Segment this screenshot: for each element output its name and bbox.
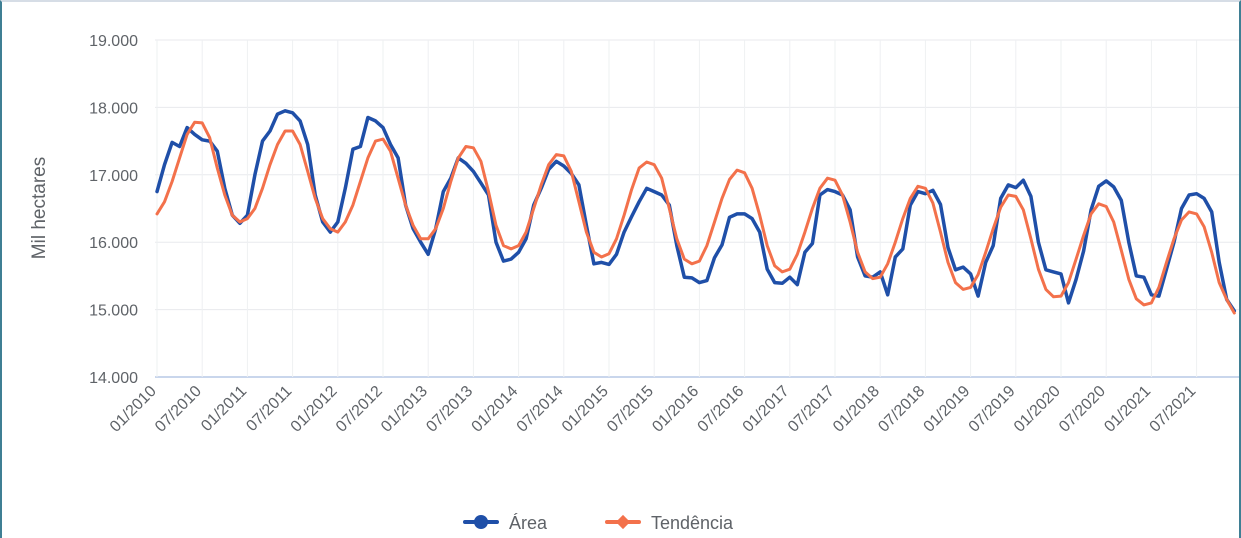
legend-circle-marker (474, 515, 488, 529)
grid (155, 39, 1239, 378)
x-tick-label: 01/2021 (1101, 383, 1154, 436)
x-tick-label: 07/2020 (1056, 383, 1109, 436)
x-tick-label: 01/2011 (198, 383, 250, 435)
y-tick-label: 16.000 (89, 235, 138, 252)
x-tick-labels: 01/201007/201001/201107/201101/201207/20… (107, 383, 1200, 436)
series-line-area (155, 109, 1237, 313)
x-tick-label: 07/2014 (514, 383, 567, 436)
legend-label: Área (509, 513, 548, 533)
x-tick-label: 01/2016 (649, 383, 702, 436)
x-tick-label: 01/2018 (830, 383, 883, 436)
x-tick-label: 01/2017 (740, 383, 793, 436)
x-tick-label: 01/2010 (107, 383, 160, 436)
x-tick-label: 07/2013 (423, 383, 476, 436)
x-tick-label: 07/2012 (333, 383, 386, 436)
x-tick-label: 07/2017 (785, 383, 838, 436)
x-tick-label: 07/2015 (604, 383, 657, 436)
y-tick-label: 15.000 (89, 303, 138, 320)
x-tick-label: 01/2019 (921, 383, 974, 436)
x-tick-label: 01/2013 (378, 383, 431, 436)
x-tick-label: 07/2019 (966, 383, 1019, 436)
legend[interactable]: Área Tendência (463, 513, 734, 533)
series-line-tendencia (155, 120, 1236, 315)
y-axis-label: Mil hectares (29, 157, 50, 259)
x-tick-label: 07/2010 (152, 383, 205, 436)
y-tick-label: 17.000 (89, 168, 138, 185)
x-tick-label: 01/2014 (469, 383, 522, 436)
legend-item-tendencia[interactable]: Tendência (605, 513, 734, 533)
series-lines (155, 109, 1237, 315)
x-tick-label: 07/2011 (243, 383, 295, 435)
y-tick-label: 19.000 (89, 33, 138, 50)
x-tick-label: 07/2018 (875, 383, 928, 436)
legend-diamond-marker (615, 514, 631, 530)
x-tick-label: 01/2015 (559, 383, 612, 436)
x-tick-label: 01/2012 (288, 383, 341, 436)
legend-item-area[interactable]: Área (463, 513, 548, 533)
x-tick-label: 01/2020 (1011, 383, 1064, 436)
y-tick-labels: 14.000 15.000 16.000 17.000 18.000 19.000 (89, 33, 138, 387)
legend-label: Tendência (651, 513, 734, 533)
x-tick-label: 07/2016 (695, 383, 748, 436)
x-tick-label: 07/2021 (1147, 383, 1200, 436)
y-tick-label: 14.000 (89, 370, 138, 387)
y-tick-label: 18.000 (89, 100, 138, 117)
